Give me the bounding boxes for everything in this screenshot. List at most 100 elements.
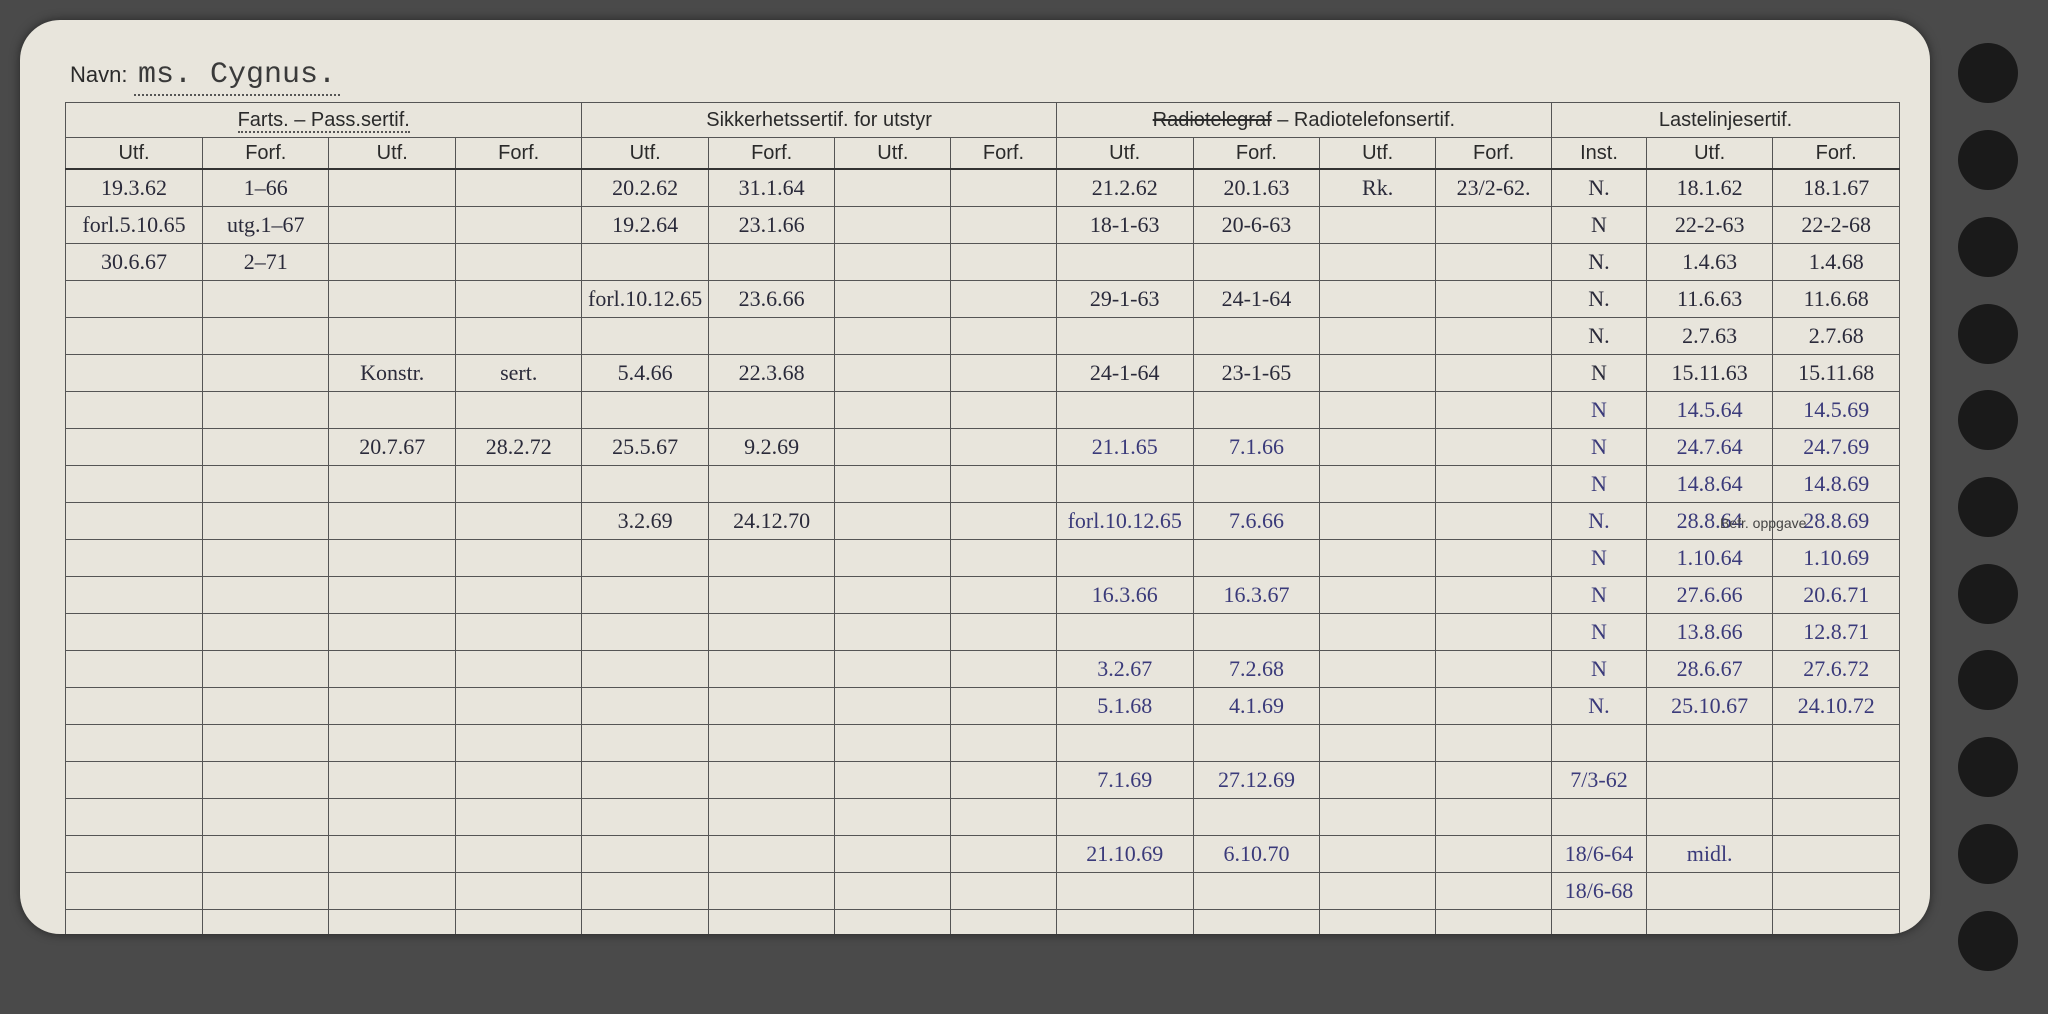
cell (835, 836, 951, 873)
cell-value: 23.1.66 (739, 212, 805, 237)
cell: 16.3.67 (1193, 577, 1319, 614)
cell-value: 23-1-65 (1222, 360, 1292, 385)
cell (1320, 799, 1436, 836)
cell (1193, 614, 1319, 651)
cell (1436, 466, 1552, 503)
cell-value: 6.10.70 (1223, 841, 1289, 866)
cell: 20.1.63 (1193, 169, 1319, 207)
cell (329, 503, 455, 540)
cell (1436, 503, 1552, 540)
cell (582, 540, 708, 577)
cell (329, 614, 455, 651)
cell (582, 577, 708, 614)
col-utf: Utf. (835, 138, 951, 170)
col-utf: Utf. (329, 138, 455, 170)
cell-value: N. (1588, 286, 1609, 311)
cell (951, 799, 1056, 836)
cell (708, 466, 834, 503)
cell: 23/2-62. (1436, 169, 1552, 207)
cell (1193, 244, 1319, 281)
cell (708, 614, 834, 651)
cell-value: 28.2.72 (486, 434, 552, 459)
cell (835, 355, 951, 392)
cell (835, 725, 951, 762)
cell-value: 18-1-63 (1090, 212, 1160, 237)
cell: 7.1.69 (1056, 762, 1193, 799)
cell: 23.6.66 (708, 281, 834, 318)
footer-note: Befr. oppgave (1720, 515, 1806, 531)
cell-value: 25.5.67 (612, 434, 678, 459)
cell (455, 614, 581, 651)
cell: N. (1552, 244, 1647, 281)
cell: Konstr. (329, 355, 455, 392)
cell (951, 207, 1056, 244)
cell (203, 688, 329, 725)
cell (951, 873, 1056, 910)
cell (66, 281, 203, 318)
cell-value: 22-2-68 (1801, 212, 1871, 237)
cell (66, 799, 203, 836)
cell (1436, 873, 1552, 910)
cell (329, 392, 455, 429)
cell: N. (1552, 688, 1647, 725)
cell (835, 688, 951, 725)
cell (1436, 688, 1552, 725)
cell (1056, 392, 1193, 429)
cell (203, 429, 329, 466)
cell (708, 244, 834, 281)
cell (66, 392, 203, 429)
cell (1320, 836, 1436, 873)
cell-value: 29-1-63 (1090, 286, 1160, 311)
cell-value: 14.8.64 (1677, 471, 1743, 496)
cell: 14.5.64 (1646, 392, 1772, 429)
cell (1056, 466, 1193, 503)
cell: 23.1.66 (708, 207, 834, 244)
cell (951, 910, 1056, 935)
cell-value: 28.8.69 (1803, 508, 1869, 533)
cell-value: 21.10.69 (1086, 841, 1163, 866)
cell (455, 169, 581, 207)
cell (1436, 318, 1552, 355)
hole-icon (1958, 477, 2018, 537)
cell (708, 392, 834, 429)
cell (835, 614, 951, 651)
cell: 3.2.69 (582, 503, 708, 540)
cell (66, 355, 203, 392)
cell (66, 540, 203, 577)
cell (203, 466, 329, 503)
cell (1436, 799, 1552, 836)
cell (1320, 503, 1436, 540)
cell (951, 244, 1056, 281)
cell: 14.8.69 (1773, 466, 1900, 503)
cell (1773, 873, 1900, 910)
cell (835, 169, 951, 207)
cell (951, 614, 1056, 651)
cell: 18.1.62 (1646, 169, 1772, 207)
cell-value: 24.7.64 (1677, 434, 1743, 459)
cell-value: 1.4.68 (1809, 249, 1864, 274)
cell (1646, 762, 1772, 799)
cell-value: 14.5.69 (1803, 397, 1869, 422)
cell (1320, 910, 1436, 935)
cell: 24-1-64 (1193, 281, 1319, 318)
cell (835, 503, 951, 540)
hole-icon (1958, 824, 2018, 884)
cell (1320, 207, 1436, 244)
cell (1436, 725, 1552, 762)
cell: 2.7.68 (1773, 318, 1900, 355)
cell (951, 577, 1056, 614)
cell-value: sert. (500, 360, 537, 385)
cell: Rk. (1320, 169, 1436, 207)
cell (582, 762, 708, 799)
cell-value: N (1591, 360, 1607, 385)
cell: midl. (1646, 836, 1772, 873)
cell-value: 24.10.72 (1798, 693, 1875, 718)
cell-value: 27.12.69 (1218, 767, 1295, 792)
table-row: N14.5.6414.5.69 (66, 392, 1900, 429)
cell (835, 651, 951, 688)
cell (951, 355, 1056, 392)
cell-value: 24.7.69 (1803, 434, 1869, 459)
cell: 14.5.69 (1773, 392, 1900, 429)
cell (1320, 873, 1436, 910)
cell-value: 14.5.64 (1677, 397, 1743, 422)
